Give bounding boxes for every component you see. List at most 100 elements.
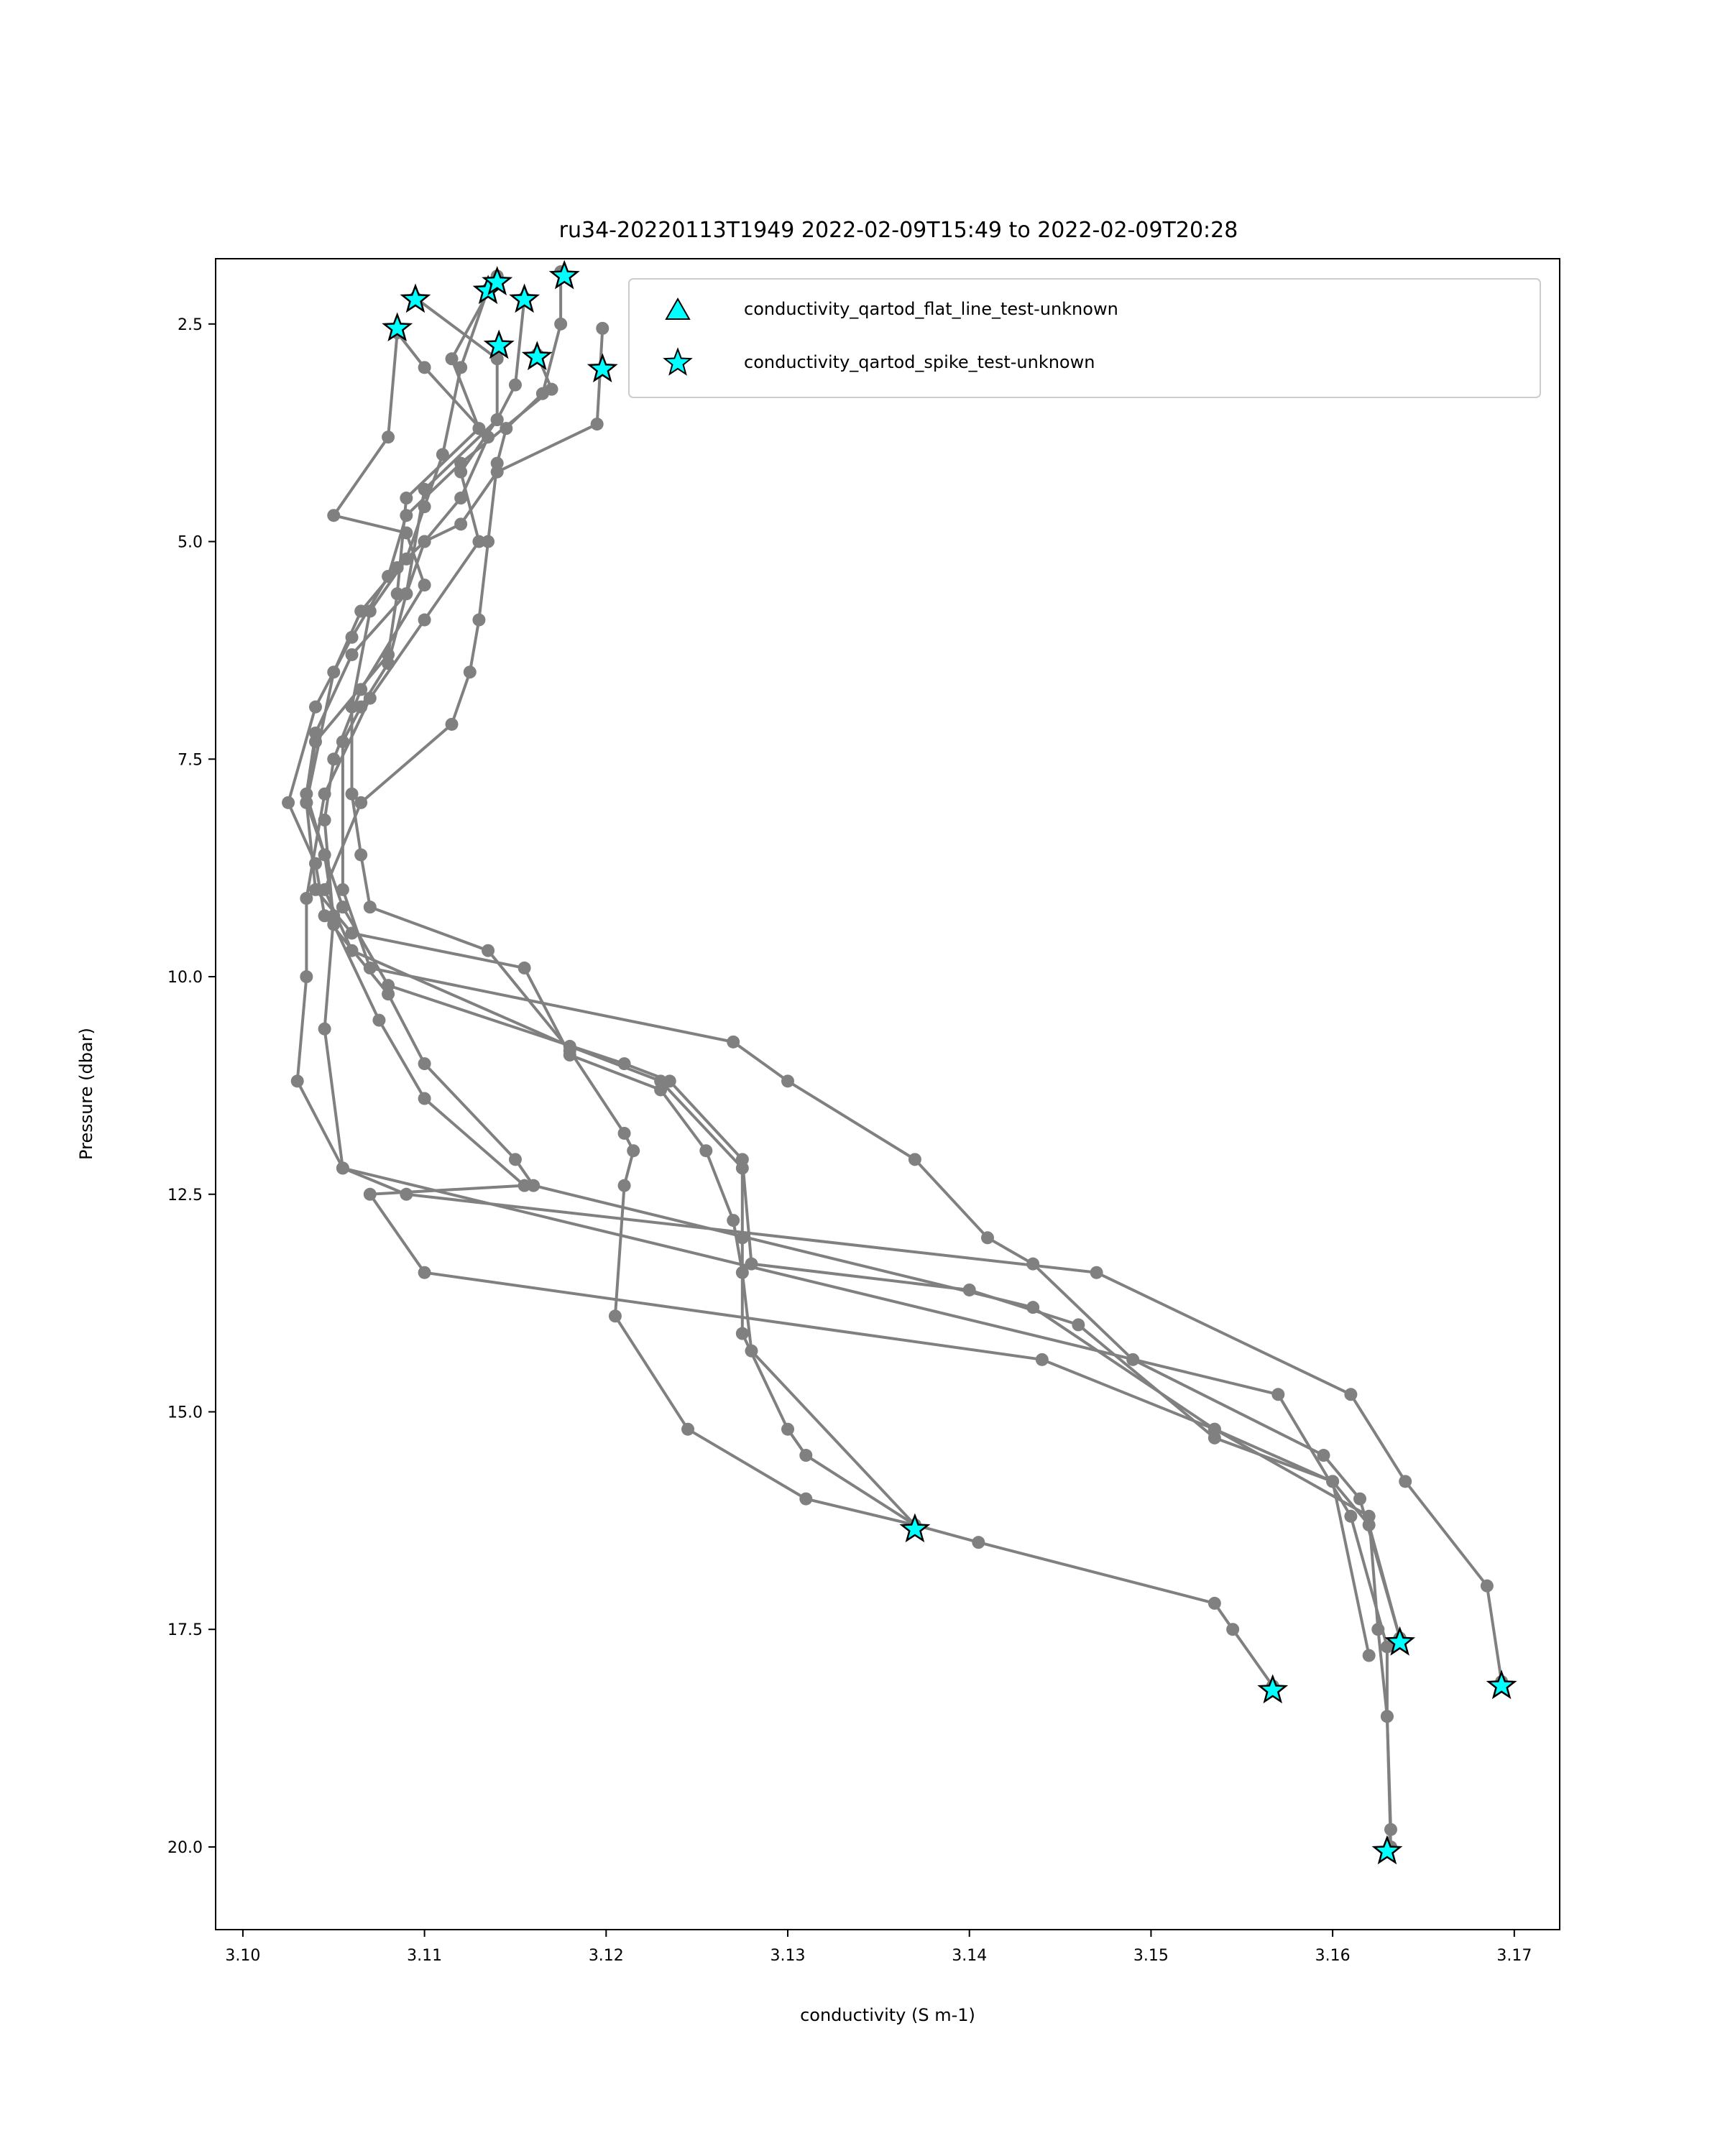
y-tick-label: 7.5 <box>178 751 203 769</box>
profile-point <box>1362 1649 1376 1662</box>
profile-point <box>799 1492 813 1506</box>
plot-frame <box>215 258 1560 1930</box>
profile-point <box>472 535 486 548</box>
star-marker-icon <box>663 347 693 376</box>
profile-point <box>454 517 468 531</box>
profile-point <box>418 482 431 496</box>
profile-line <box>305 328 1371 1657</box>
legend-label-spike: conductivity_qartod_spike_test-unknown <box>744 352 1095 372</box>
x-tick-label: 3.11 <box>407 1947 442 1965</box>
profile-point <box>300 970 313 984</box>
profile-line <box>287 354 1392 1848</box>
profile-point <box>1208 1596 1221 1610</box>
profile-point <box>980 1231 994 1245</box>
profile-point <box>445 717 459 731</box>
x-tick-label: 3.17 <box>1496 1947 1532 1965</box>
x-tick-label: 3.14 <box>952 1947 987 1965</box>
profile-point <box>400 509 413 522</box>
profile-point <box>327 918 341 931</box>
profile-point <box>781 1422 795 1436</box>
spike-flag-marker <box>400 283 431 313</box>
profile-point <box>735 1327 749 1340</box>
chart-title: ru34-20220113T1949 2022-02-09T15:49 to 2… <box>559 218 1238 243</box>
x-axis-label: conductivity (S m-1) <box>800 2005 975 2025</box>
x-tick-label: 3.15 <box>1133 1947 1169 1965</box>
profile-point <box>400 526 413 540</box>
profile-point <box>482 535 495 548</box>
profile-point <box>1026 1301 1040 1314</box>
profile-point <box>1226 1623 1240 1636</box>
profile-point <box>400 492 413 505</box>
x-tick-label: 3.16 <box>1315 1947 1351 1965</box>
profile-point <box>617 1057 631 1071</box>
profile-point <box>418 1092 431 1105</box>
profile-point <box>1126 1353 1140 1366</box>
profile-point <box>1362 1518 1376 1531</box>
spike-flag-marker <box>482 266 513 295</box>
profile-point <box>345 630 359 644</box>
spike-flag-marker <box>586 353 618 383</box>
spike-flag-marker <box>899 1513 931 1543</box>
profile-point <box>1326 1475 1340 1488</box>
profile-point <box>596 321 610 335</box>
profile-point <box>1353 1492 1367 1506</box>
profile-point <box>472 613 486 627</box>
profile-point <box>681 1422 695 1436</box>
legend-label-flat-line: conductivity_qartod_flat_line_test-unkno… <box>744 299 1118 319</box>
profile-point <box>627 1144 640 1158</box>
profile-point <box>482 944 495 957</box>
profile-point <box>490 465 504 479</box>
profile-point <box>1380 1640 1394 1654</box>
series-layer <box>282 265 1509 1858</box>
profile-point <box>354 796 368 809</box>
flag-layer <box>382 259 1517 1865</box>
profile-point <box>418 1057 431 1071</box>
profile-point <box>617 1126 631 1140</box>
profile-point <box>300 796 313 809</box>
profile-point <box>390 561 404 574</box>
profile-point <box>617 1179 631 1192</box>
legend: conductivity_qartod_flat_line_test-unkno… <box>628 278 1541 398</box>
profile-point <box>418 361 431 374</box>
profile-point <box>781 1074 795 1088</box>
profile-point <box>1208 1422 1221 1436</box>
profile-point <box>663 1074 676 1088</box>
y-tick-label: 5.0 <box>178 534 203 552</box>
profile-point <box>1344 1509 1358 1523</box>
y-tick-label: 20.0 <box>167 1839 203 1857</box>
profile-point <box>1344 1388 1358 1401</box>
profile-point <box>1399 1475 1412 1488</box>
profile-point <box>463 665 477 679</box>
y-tick-label: 2.5 <box>178 316 203 334</box>
y-axis: 2.5 5.0 7.5 10.0 12.5 15.0 17.5 20.0 <box>167 316 216 1857</box>
profile-point <box>518 961 531 975</box>
profile-point <box>418 535 431 548</box>
profile-point <box>545 382 558 396</box>
profile-point <box>490 413 504 427</box>
profile-point <box>482 430 495 444</box>
profile-point <box>1480 1579 1494 1593</box>
profile-point <box>336 900 349 914</box>
profile-point <box>972 1536 985 1549</box>
profile-point <box>1317 1449 1330 1462</box>
profile-point <box>354 683 368 696</box>
profile-point <box>472 422 486 436</box>
profile-point <box>282 796 295 809</box>
profile-point <box>354 700 368 714</box>
profile-point <box>454 492 468 505</box>
profile-series <box>282 348 1397 1853</box>
profile-point <box>318 1022 331 1036</box>
profile-point <box>363 900 377 914</box>
spike-flag-marker <box>382 312 413 342</box>
spike-flag-marker <box>521 341 553 371</box>
profile-point <box>345 787 359 801</box>
profile-point <box>527 1179 540 1192</box>
profile-point <box>308 857 322 870</box>
profile-point <box>400 1187 413 1201</box>
profile-point <box>382 987 395 1001</box>
y-axis-label: Pressure (dbar) <box>76 1028 96 1160</box>
profile-point <box>445 352 459 366</box>
profile-point <box>336 883 349 896</box>
spike-flag-marker <box>1257 1674 1289 1704</box>
x-axis: 3.10 3.11 3.12 3.13 3.14 3.15 3.16 3.17 <box>225 1930 1532 1965</box>
